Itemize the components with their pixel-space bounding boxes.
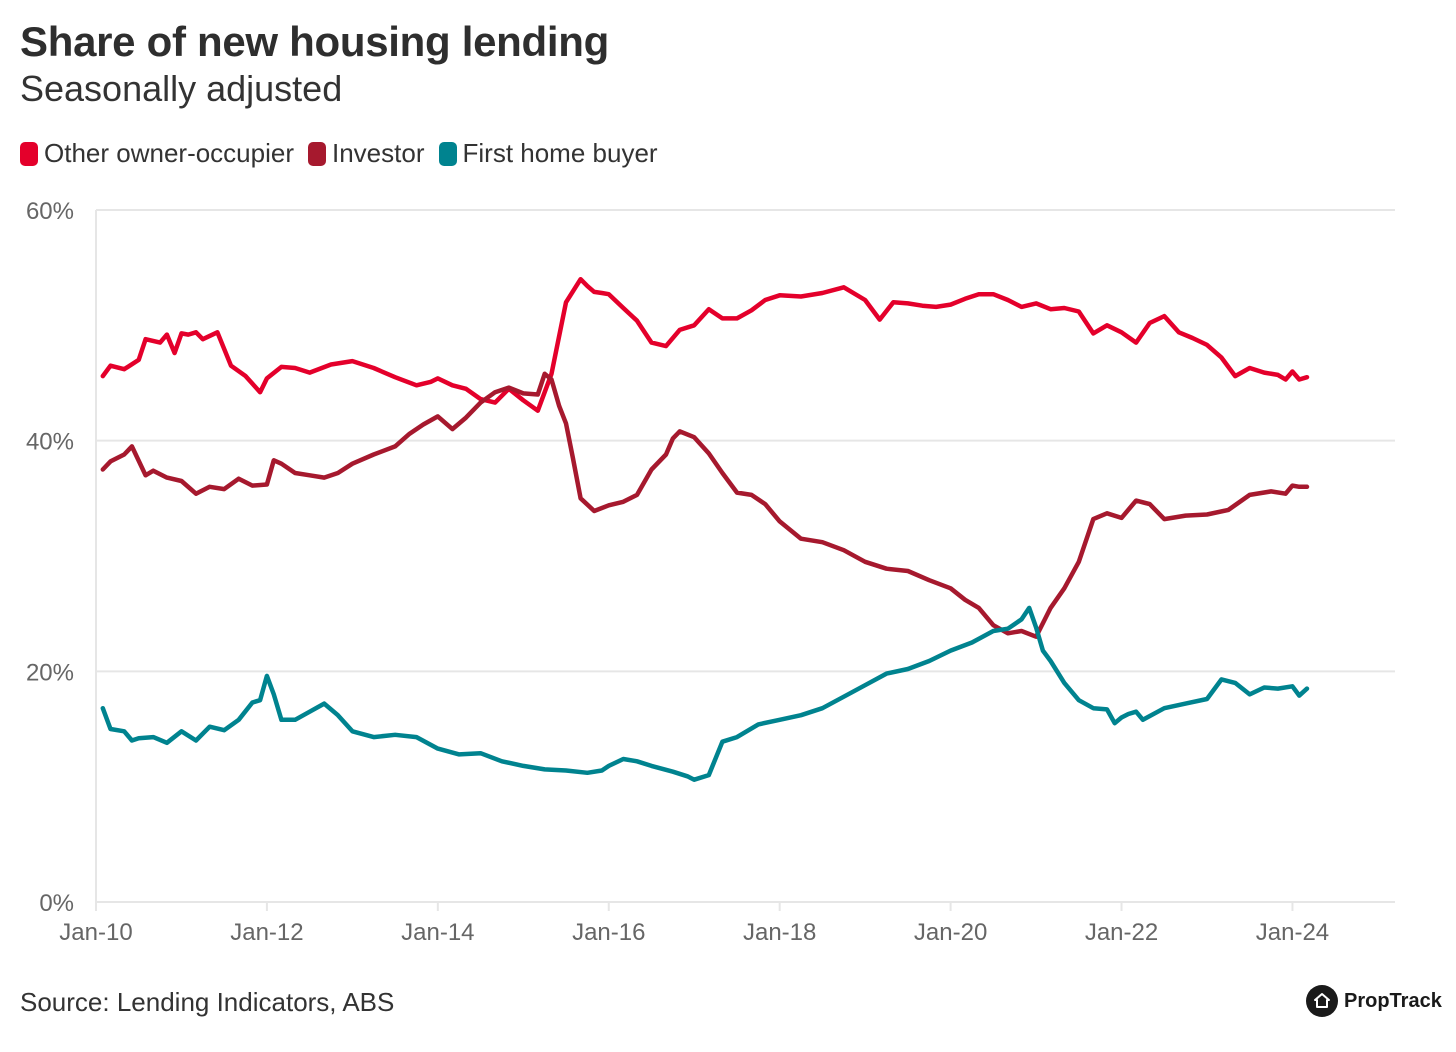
x-tick-label: Jan-14	[401, 919, 474, 946]
y-tick-label: 40%	[26, 429, 74, 456]
y-tick-label: 0%	[39, 890, 74, 917]
x-tick-label: Jan-12	[230, 919, 303, 946]
y-tick-label: 60%	[26, 198, 74, 225]
line-chart: 0% 20% 40% 60% Jan-10 Jan-12 Jan-14 Jan-16 Jan-1…	[0, 0, 1456, 1052]
brand-logo: PropTrack	[1306, 985, 1442, 1017]
house-icon	[1306, 985, 1338, 1017]
series-line-investor	[103, 374, 1307, 637]
brand-name: PropTrack	[1344, 990, 1442, 1013]
series-line-first-home-buyer	[103, 608, 1307, 780]
source-note: Source: Lending Indicators, ABS	[20, 987, 394, 1018]
x-tick-label: Jan-16	[572, 919, 645, 946]
y-tick-label: 20%	[26, 659, 74, 686]
x-tick-label: Jan-18	[743, 919, 816, 946]
x-tick-label: Jan-10	[59, 919, 132, 946]
x-tick-label: Jan-20	[914, 919, 987, 946]
series-line-other-owner-occupier	[103, 279, 1307, 411]
x-tick-label: Jan-22	[1085, 919, 1158, 946]
x-tick-label: Jan-24	[1256, 919, 1329, 946]
